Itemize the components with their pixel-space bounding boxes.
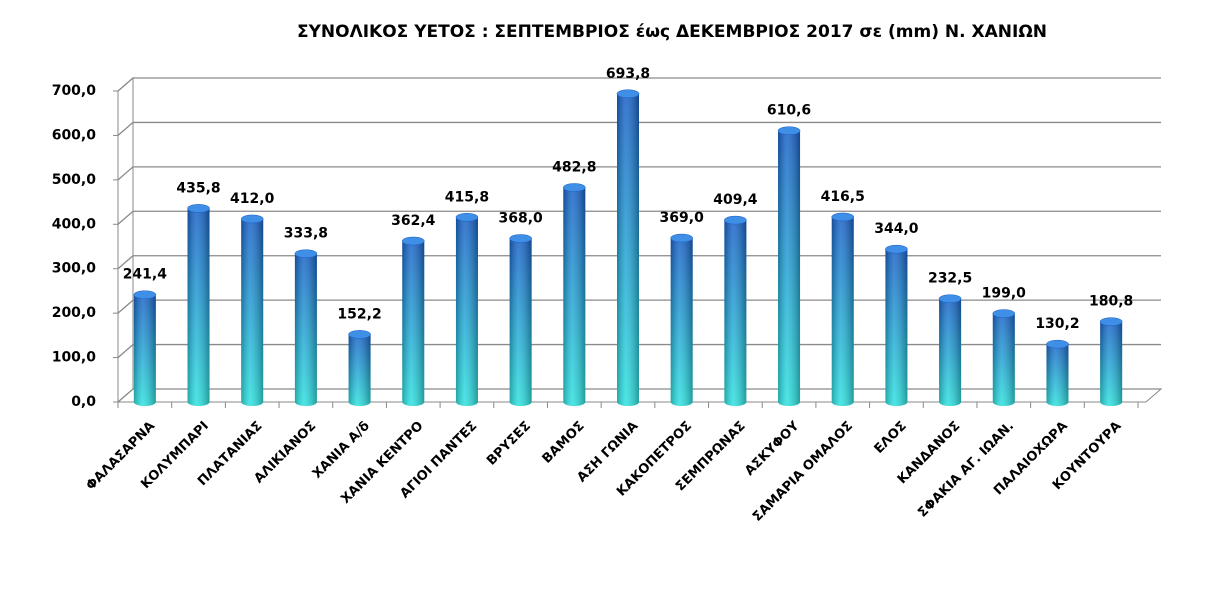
data-label: 369,0 xyxy=(660,210,705,226)
bar-shade xyxy=(831,212,854,406)
x-tick-label: ΒΡΥΣΕΣ xyxy=(484,419,534,469)
chart-title: ΣΥΝΟΛΙΚΟΣ ΥΕΤΟΣ : ΣΕΠΤΕΜΒΡΙΟΣ έως ΔΕΚΕΜΒ… xyxy=(297,22,1047,42)
x-tick-label: ΣΦΑΚΙΑ ΑΓ. ΙΩΑΝ. xyxy=(915,419,1017,521)
bar-shade xyxy=(992,309,1015,406)
bar-shade xyxy=(294,249,317,406)
bar-top xyxy=(455,213,479,222)
data-label: 362,4 xyxy=(391,213,436,229)
bar-top xyxy=(509,234,532,243)
data-label: 693,8 xyxy=(606,66,650,82)
bar-top xyxy=(1046,339,1069,349)
y-tick-label: 0,0 xyxy=(71,394,96,410)
grid-line xyxy=(117,388,1161,403)
data-label: 333,8 xyxy=(284,226,328,242)
bar-top xyxy=(348,330,371,339)
bar-shade xyxy=(187,204,210,406)
y-tick-label: 600,0 xyxy=(52,127,97,143)
data-label: 199,0 xyxy=(982,286,1027,302)
bar-shade xyxy=(724,216,747,406)
bar-top xyxy=(938,294,962,303)
grid-line xyxy=(117,210,1161,225)
grid-line xyxy=(117,77,1161,92)
data-label: 610,6 xyxy=(767,103,811,119)
data-label: 412,0 xyxy=(230,191,275,207)
bar-top xyxy=(133,290,157,299)
left-wall xyxy=(117,76,134,402)
bar-shade xyxy=(778,126,801,406)
data-label: 241,4 xyxy=(123,267,168,283)
y-tick-label: 200,0 xyxy=(52,305,97,321)
y-tick-label: 700,0 xyxy=(52,83,97,99)
data-label: 482,8 xyxy=(552,159,596,175)
data-label: 416,5 xyxy=(821,189,865,205)
bar-top xyxy=(1099,317,1123,326)
y-tick-label: 500,0 xyxy=(52,172,97,188)
bar-top xyxy=(831,212,854,222)
bar-top xyxy=(777,126,801,135)
bar-top xyxy=(670,233,693,243)
grid-line xyxy=(117,255,1161,270)
data-label: 415,8 xyxy=(445,189,489,205)
bar-top xyxy=(563,183,586,192)
bar-top xyxy=(240,214,264,224)
bar-shade xyxy=(402,236,425,406)
data-label: 180,8 xyxy=(1089,294,1133,310)
bar-shade xyxy=(133,290,156,406)
bar-shade xyxy=(1100,317,1123,406)
grid-line xyxy=(117,121,1161,136)
x-tick-label: ΕΛΟΣ xyxy=(872,419,910,457)
data-label: 368,0 xyxy=(498,211,543,227)
bar-top xyxy=(402,236,425,246)
data-label: 232,5 xyxy=(928,271,972,287)
bar-top xyxy=(885,244,908,254)
bar-top xyxy=(992,309,1016,318)
data-label: 152,2 xyxy=(337,306,381,322)
y-tick-label: 100,0 xyxy=(52,350,97,366)
x-tick-label: ΒΑΜΟΣ xyxy=(540,419,588,467)
bar-shade xyxy=(348,330,371,406)
data-label: 435,8 xyxy=(176,180,220,196)
bar-shade xyxy=(939,294,962,406)
bar-top xyxy=(724,215,747,225)
grid-line xyxy=(117,166,1161,181)
grid-line xyxy=(117,343,1161,359)
data-label: 130,2 xyxy=(1035,316,1079,332)
x-tick-label: ΣΑΜΑΡΙΑ ΟΜΑΛΟΣ xyxy=(750,419,856,525)
bar-shade xyxy=(1046,340,1069,406)
bar-shade xyxy=(563,183,586,406)
data-label: 409,4 xyxy=(713,192,758,208)
bar-shade xyxy=(885,245,908,406)
data-label: 344,0 xyxy=(874,221,919,237)
y-tick-label: 300,0 xyxy=(52,261,97,277)
bar-shade xyxy=(455,213,478,406)
grid-line xyxy=(117,299,1161,314)
bar-shade xyxy=(241,214,264,407)
bar-top xyxy=(294,249,318,258)
bar-shade xyxy=(617,89,639,406)
bar-shade xyxy=(670,234,693,406)
bar-top xyxy=(616,89,640,99)
y-tick-label: 400,0 xyxy=(52,216,97,232)
bar-shade xyxy=(509,234,532,406)
bar-top xyxy=(187,204,210,213)
